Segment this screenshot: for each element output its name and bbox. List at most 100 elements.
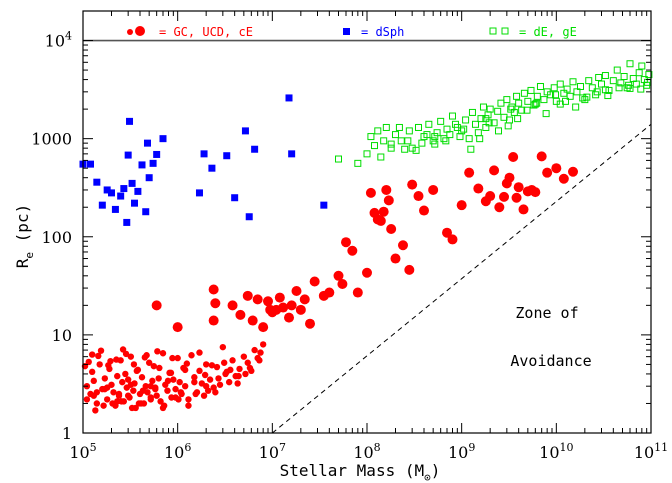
point-de-ge <box>613 66 621 74</box>
point-gc-ucd-ce <box>115 390 123 398</box>
point-dsph <box>111 205 119 213</box>
point-gc-ucd-ce <box>85 358 92 366</box>
point-gc-ucd-ce <box>151 300 162 311</box>
y-axis-title-main: R <box>13 258 32 268</box>
point-gc-ucd-ce <box>220 359 228 366</box>
point-de-ge <box>484 111 492 119</box>
x-tick-label-base: 10 <box>69 443 89 462</box>
point-de-ge <box>462 116 470 124</box>
point-dsph <box>223 152 231 160</box>
point-de-ge <box>569 78 577 86</box>
point-gc-ucd-ce <box>447 234 458 245</box>
point-de-ge <box>601 86 609 94</box>
legend-label-de-ge: = dE, gE <box>519 25 577 39</box>
point-gc-ucd-ce <box>181 382 189 390</box>
point-gc-ucd-ce <box>210 298 221 309</box>
point-dsph <box>288 150 296 158</box>
point-de-ge <box>405 127 413 135</box>
point-dsph <box>103 186 111 194</box>
point-gc-ucd-ce <box>119 346 127 353</box>
point-gc-ucd-ce <box>114 372 121 380</box>
point-gc-ucd-ce <box>90 377 97 385</box>
point-gc-ucd-ce <box>456 200 467 211</box>
point-dsph <box>98 201 106 209</box>
legend-marker-small-circle <box>127 29 133 35</box>
point-gc-ucd-ce <box>383 195 394 206</box>
point-gc-ucd-ce <box>263 296 274 307</box>
point-de-ge <box>533 99 541 107</box>
point-de-ge <box>401 145 409 153</box>
point-de-ge <box>503 96 511 104</box>
y-tick-label: 1 <box>62 424 72 443</box>
point-gc-ucd-ce <box>93 389 101 396</box>
point-gc-ucd-ce <box>159 404 167 412</box>
point-dsph <box>231 194 239 202</box>
point-de-ge <box>448 112 456 120</box>
point-de-ge <box>354 159 362 167</box>
point-gc-ucd-ce <box>196 349 203 356</box>
point-gc-ucd-ce <box>88 351 96 358</box>
point-gc-ucd-ce <box>103 396 111 403</box>
x-tick-label: 105 <box>69 441 96 462</box>
y-tick-label-base: 10 <box>45 32 65 51</box>
point-de-ge <box>583 93 591 101</box>
point-de-ge <box>363 150 371 158</box>
point-de-ge <box>370 142 378 150</box>
point-gc-ucd-ce <box>485 191 496 202</box>
point-de-ge <box>446 131 454 139</box>
point-gc-ucd-ce <box>542 167 553 178</box>
point-de-ge <box>520 89 528 97</box>
point-gc-ucd-ce <box>127 353 135 360</box>
point-de-ge <box>625 81 633 89</box>
point-gc-ucd-ce <box>191 374 198 381</box>
point-de-ge <box>536 83 544 91</box>
point-gc-ucd-ce <box>172 394 179 401</box>
point-de-ge <box>638 62 646 70</box>
point-gc-ucd-ce <box>122 370 129 378</box>
point-de-ge <box>367 133 375 141</box>
x-tick-label-exponent: 7 <box>279 441 286 454</box>
point-gc-ucd-ce <box>202 361 210 368</box>
point-gc-ucd-ce <box>386 223 397 234</box>
point-gc-ucd-ce <box>251 346 258 354</box>
point-gc-ucd-ce <box>229 357 236 364</box>
point-de-ge <box>523 106 531 114</box>
point-dsph <box>142 208 150 216</box>
point-gc-ucd-ce <box>103 384 111 391</box>
point-dsph <box>134 187 142 195</box>
point-de-ge <box>477 115 485 123</box>
point-gc-ucd-ce <box>242 370 249 378</box>
point-gc-ucd-ce <box>244 359 251 366</box>
point-de-ge <box>408 144 416 152</box>
point-dsph <box>245 213 253 221</box>
point-gc-ucd-ce <box>407 179 418 190</box>
point-gc-ucd-ce <box>324 287 335 298</box>
point-gc-ucd-ce <box>96 361 103 368</box>
point-gc-ucd-ce <box>170 376 177 383</box>
point-gc-ucd-ce <box>215 375 222 382</box>
point-gc-ucd-ce <box>183 360 191 367</box>
point-gc-ucd-ce <box>114 398 121 405</box>
point-gc-ucd-ce <box>164 387 171 394</box>
point-gc-ucd-ce <box>511 192 522 203</box>
point-de-ge <box>513 92 521 100</box>
point-gc-ucd-ce <box>473 183 484 194</box>
point-gc-ucd-ce <box>188 352 195 359</box>
point-de-ge <box>598 80 606 88</box>
x-tick-label-exponent: 6 <box>184 441 191 454</box>
legend-label-dsph: = dSph <box>361 25 404 39</box>
x-tick-label-exponent: 5 <box>90 441 97 454</box>
point-de-ge <box>456 133 464 141</box>
point-gc-ucd-ce <box>202 382 210 390</box>
point-gc-ucd-ce <box>235 372 242 380</box>
y-tick-label: 1000 <box>31 130 72 149</box>
point-gc-ucd-ce <box>333 270 344 281</box>
axes-frame <box>82 10 652 434</box>
point-de-ge <box>579 94 587 102</box>
point-de-ge <box>431 133 439 141</box>
point-de-ge <box>533 92 541 100</box>
point-gc-ucd-ce <box>390 253 401 264</box>
legend-marker-open-square <box>489 27 497 35</box>
point-gc-ucd-ce <box>155 375 162 382</box>
point-de-ge <box>514 115 522 123</box>
